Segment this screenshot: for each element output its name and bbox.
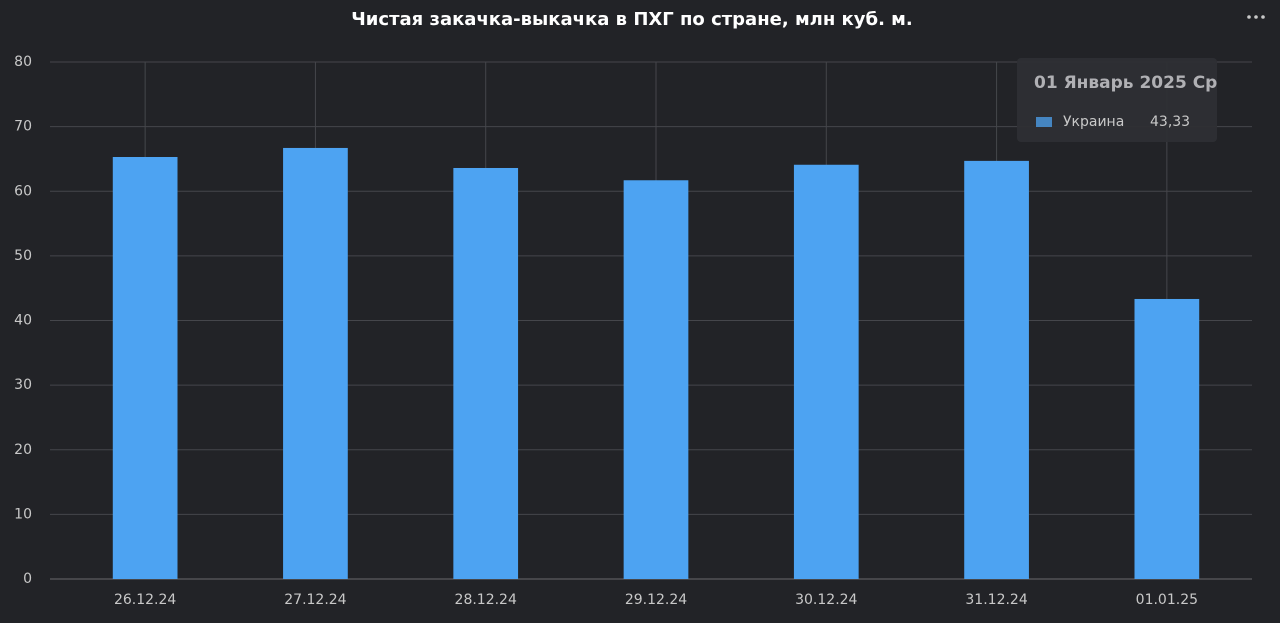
x-tick-label: 29.12.24 <box>625 592 687 608</box>
menu-dot <box>1261 15 1265 19</box>
y-tick-label: 60 <box>14 183 32 199</box>
y-tick-label: 80 <box>14 54 32 70</box>
menu-dot <box>1254 15 1258 19</box>
x-tick-label: 28.12.24 <box>455 592 517 608</box>
y-tick-label: 10 <box>14 506 32 522</box>
legend-swatch <box>1036 117 1052 127</box>
bar <box>112 156 178 579</box>
tooltip-value: 43,33 <box>1150 114 1190 130</box>
y-tick-label: 20 <box>14 442 32 458</box>
tooltip-box <box>1017 58 1217 142</box>
x-tick-label: 27.12.24 <box>284 592 346 608</box>
chart-title: Чистая закачка-выкачка в ПХГ по стране, … <box>351 9 912 30</box>
tooltip: 01 Январь 2025 Ср Украина 43,33 <box>1017 58 1217 142</box>
x-tick-label: 01.01.25 <box>1136 592 1198 608</box>
bar <box>623 180 689 580</box>
tooltip-title: 01 Январь 2025 Ср <box>1034 73 1217 93</box>
y-tick-label: 30 <box>14 377 32 393</box>
y-tick-label: 40 <box>14 313 32 329</box>
menu-icon[interactable] <box>1247 15 1265 19</box>
y-tick-label: 50 <box>14 248 32 264</box>
menu-dot <box>1247 15 1251 19</box>
bar <box>283 147 348 580</box>
bar <box>453 167 519 580</box>
y-tick-label: 70 <box>14 119 32 135</box>
y-tick-label: 0 <box>23 571 32 587</box>
x-tick-label: 31.12.24 <box>965 592 1027 608</box>
x-tick-label: 26.12.24 <box>114 592 176 608</box>
bar <box>964 160 1029 579</box>
bar <box>793 164 859 579</box>
bar <box>1134 298 1200 579</box>
x-tick-label: 30.12.24 <box>795 592 857 608</box>
legend-label: Украина <box>1063 114 1124 130</box>
